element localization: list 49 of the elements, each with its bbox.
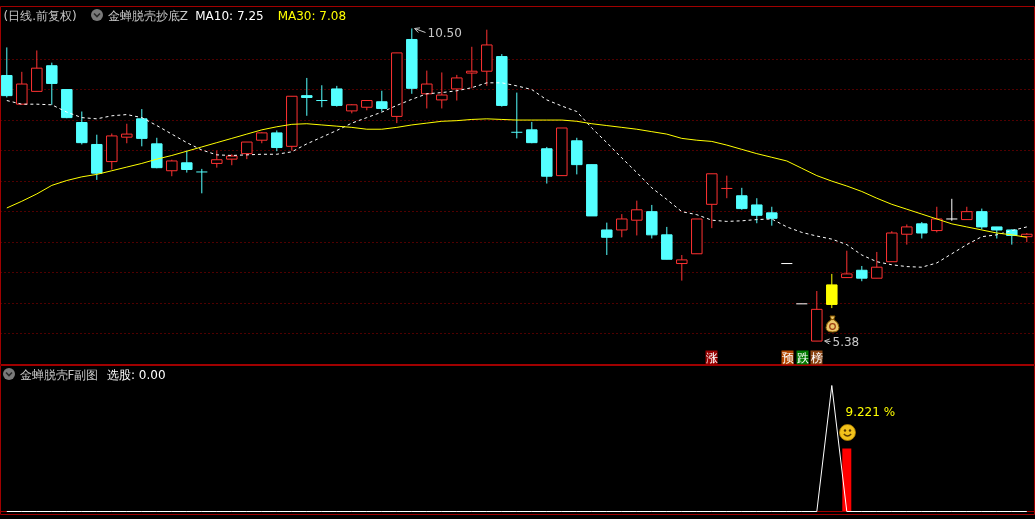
candlestick <box>766 206 778 227</box>
candlestick <box>1 46 13 98</box>
candlestick <box>136 108 148 147</box>
candlestick <box>421 70 433 109</box>
chart-title: 金蝉脱壳F副图 <box>19 367 99 382</box>
candlestick <box>945 198 958 222</box>
chart-subtitle: 金蝉脱壳抄底Z <box>107 8 189 23</box>
candlestick <box>271 129 283 152</box>
candlestick <box>451 74 463 102</box>
candlestick <box>181 150 193 174</box>
candlestick <box>121 123 133 144</box>
candlestick <box>466 46 478 89</box>
candlestick <box>631 200 643 236</box>
candlestick <box>436 71 448 109</box>
annotation: 9.221 % <box>845 404 896 419</box>
candlestick <box>676 254 688 282</box>
annotation: 涨 <box>705 350 718 365</box>
candlestick <box>976 208 988 230</box>
candlestick <box>931 206 943 233</box>
chart-title: (日线.前复权) <box>3 8 77 23</box>
candlestick <box>31 49 43 92</box>
text: 选股: 0.00 <box>106 367 166 382</box>
candlestick <box>331 85 343 108</box>
annotation: 跌 <box>796 350 809 365</box>
candlestick <box>601 222 613 256</box>
annotation: 10.50 <box>427 26 462 40</box>
candlestick <box>510 92 523 139</box>
candlestick <box>646 204 658 240</box>
candlestick <box>571 137 583 175</box>
annotation: 5.38 <box>832 335 860 349</box>
annotation: 榜 <box>810 350 823 365</box>
candlestick <box>616 213 628 238</box>
annotation: 预 <box>781 350 794 365</box>
candlestick <box>376 90 388 113</box>
candlestick <box>195 168 208 194</box>
candlestick <box>315 84 328 108</box>
candlestick <box>841 250 853 279</box>
candlestick <box>46 62 58 106</box>
text: MA10: 7.25 <box>195 8 264 23</box>
text: MA30: 7.08 <box>277 8 347 23</box>
candlestick <box>871 251 883 279</box>
candlestick <box>301 77 313 117</box>
candlestick <box>751 197 763 224</box>
candlestick <box>16 71 28 105</box>
candlestick <box>901 223 913 246</box>
candlestick <box>826 273 838 309</box>
candlestick <box>736 187 748 211</box>
candlestick <box>720 175 733 199</box>
candlestick <box>76 111 88 145</box>
